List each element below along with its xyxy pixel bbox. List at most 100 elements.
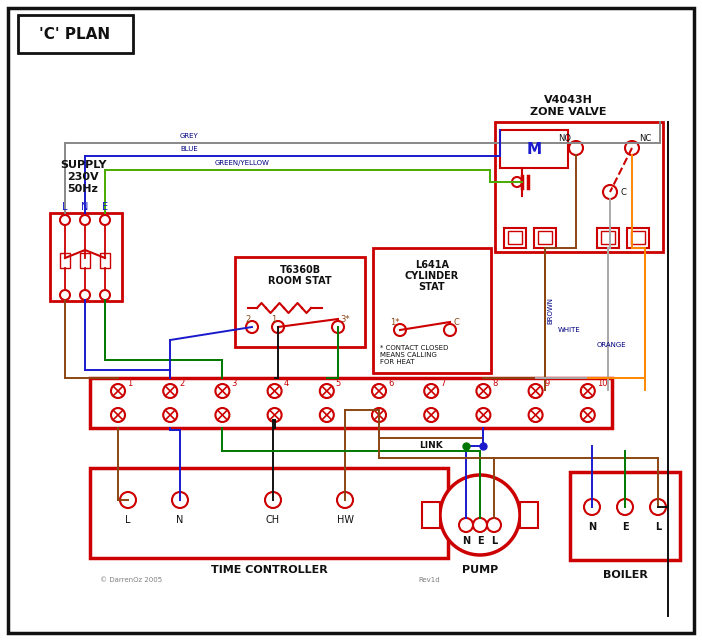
Circle shape [337,492,353,508]
Circle shape [424,384,438,398]
Circle shape [267,408,282,422]
Text: BOILER: BOILER [602,570,647,580]
Bar [601,231,615,244]
Bar [627,228,649,248]
Circle shape [617,499,633,515]
Text: E: E [622,522,628,532]
Text: 2: 2 [246,315,251,324]
Text: BROWN: BROWN [547,297,553,324]
Bar [90,378,612,428]
Text: 4: 4 [284,378,289,388]
Circle shape [246,321,258,333]
Text: BLUE: BLUE [180,146,198,152]
Circle shape [111,384,125,398]
Circle shape [267,384,282,398]
Bar [18,15,133,53]
Circle shape [581,384,595,398]
Bar [60,253,70,268]
Circle shape [332,321,344,333]
Bar [534,228,556,248]
Bar [373,248,491,373]
Circle shape [477,408,491,422]
Text: N: N [81,202,88,212]
Text: TIME CONTROLLER: TIME CONTROLLER [211,565,327,575]
Text: 'C' PLAN: 'C' PLAN [39,26,110,42]
Circle shape [272,321,284,333]
Text: C: C [453,317,459,326]
Circle shape [80,290,90,300]
Circle shape [163,384,177,398]
Text: PUMP: PUMP [462,565,498,575]
Circle shape [569,141,583,155]
Bar [235,257,365,347]
Text: CYLINDER: CYLINDER [405,271,459,281]
Text: C: C [620,188,626,197]
Text: 1*: 1* [390,317,399,326]
Text: HW: HW [336,515,354,525]
Text: 5: 5 [336,378,341,388]
Text: L: L [125,515,131,525]
Text: GREY: GREY [180,133,199,139]
Circle shape [60,215,70,225]
Circle shape [650,499,666,515]
Circle shape [584,499,600,515]
Text: LINK: LINK [419,441,443,450]
Circle shape [100,290,110,300]
Text: 9: 9 [545,378,550,388]
Bar [520,502,538,528]
Text: L641A: L641A [415,260,449,270]
Bar [597,228,619,248]
Text: E: E [102,202,108,212]
Circle shape [100,215,110,225]
Text: * CONTACT CLOSED
MEANS CALLING
FOR HEAT: * CONTACT CLOSED MEANS CALLING FOR HEAT [380,345,449,365]
Text: CH: CH [266,515,280,525]
Text: 2: 2 [179,378,185,388]
Circle shape [80,215,90,225]
Text: SUPPLY: SUPPLY [60,160,106,170]
Circle shape [394,324,406,336]
Text: © DarrenOz 2005: © DarrenOz 2005 [100,577,162,583]
Bar [538,231,552,244]
Text: T6360B: T6360B [279,265,321,275]
Text: N: N [588,522,596,532]
Circle shape [216,408,230,422]
Circle shape [372,408,386,422]
Text: 7: 7 [440,378,446,388]
Text: 3*: 3* [340,315,350,324]
Text: M: M [526,142,541,156]
Text: 10: 10 [597,378,607,388]
Bar [50,213,122,301]
Text: V4043H: V4043H [543,95,592,105]
Circle shape [529,384,543,398]
Bar [631,231,645,244]
Bar [504,228,526,248]
Text: ZONE VALVE: ZONE VALVE [530,107,607,117]
Bar [422,502,440,528]
Text: 230V: 230V [67,172,99,182]
Circle shape [529,408,543,422]
Circle shape [473,518,487,532]
Circle shape [512,177,522,187]
Text: NO: NO [559,133,571,142]
Text: 6: 6 [388,378,393,388]
Circle shape [111,408,125,422]
Circle shape [603,185,617,199]
Circle shape [625,141,639,155]
Text: N: N [462,536,470,546]
Text: ROOM STAT: ROOM STAT [268,276,332,286]
Text: L: L [655,522,661,532]
Text: 8: 8 [492,378,498,388]
Text: 1: 1 [127,378,132,388]
Bar [508,231,522,244]
Text: WHITE: WHITE [558,327,581,333]
Circle shape [581,408,595,422]
Text: Rev1d: Rev1d [418,577,439,583]
Text: 50Hz: 50Hz [67,184,98,194]
Circle shape [440,475,520,555]
Circle shape [424,408,438,422]
Text: 1: 1 [272,315,277,324]
Bar [90,468,448,558]
Text: L: L [62,202,68,212]
Circle shape [320,384,333,398]
Bar [495,122,663,252]
